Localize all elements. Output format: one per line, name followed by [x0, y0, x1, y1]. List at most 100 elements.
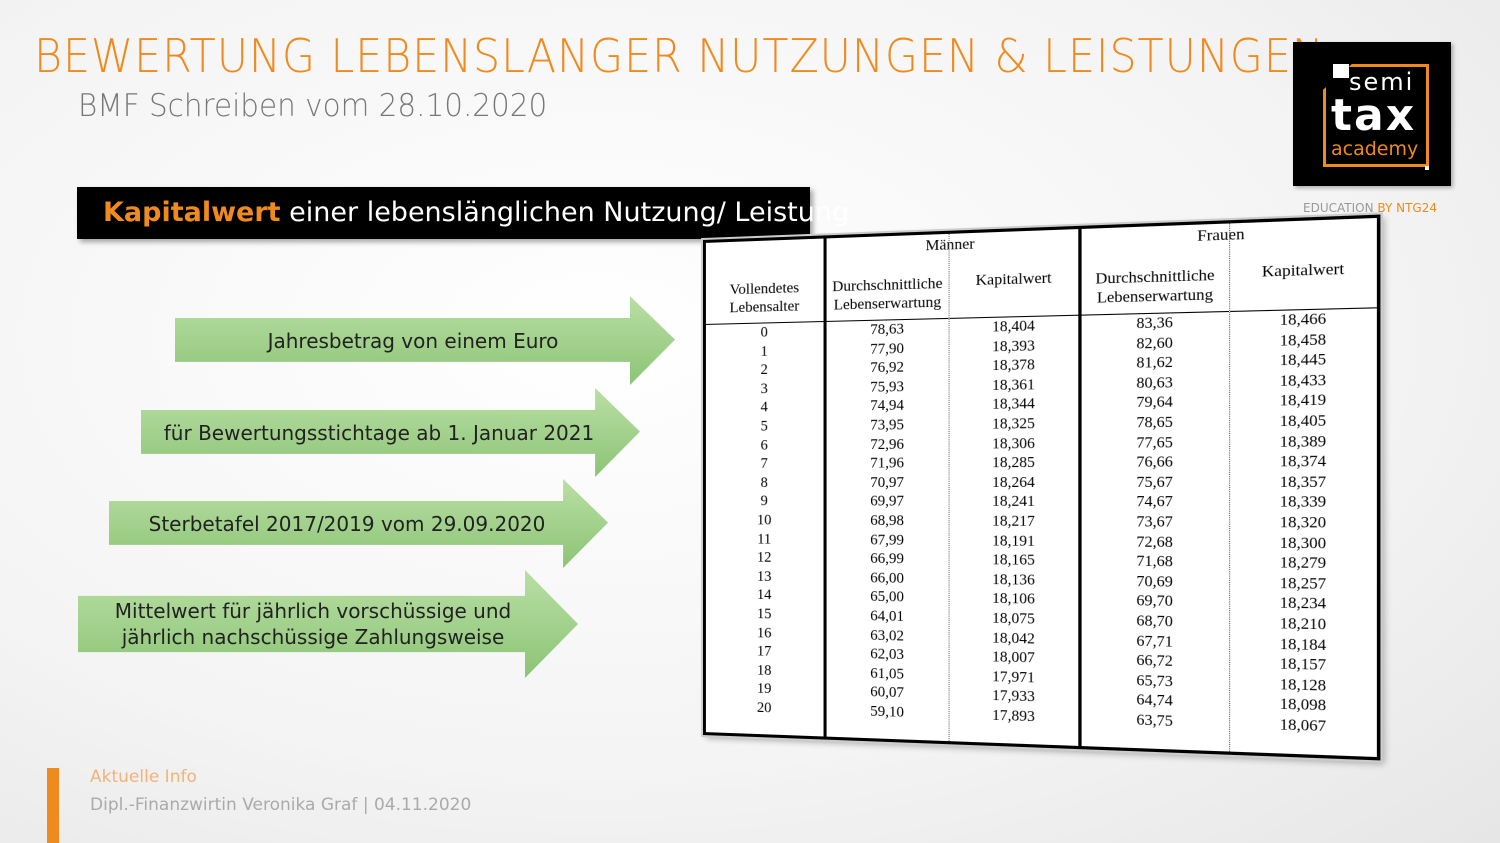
table-cell: 18,339 — [1230, 493, 1377, 514]
table-cell: 64,01 — [827, 606, 949, 627]
table-cell: 18,075 — [950, 608, 1079, 630]
table-cell: 71,68 — [1082, 552, 1229, 573]
col-women-life: Frauen Durchschnittliche Lebenserwartung… — [1078, 223, 1229, 751]
table-cell: 18,285 — [950, 453, 1079, 473]
table-cell: 72,96 — [827, 435, 949, 455]
table-cell: 79,64 — [1082, 392, 1229, 414]
col-age: Vollendetes Lebensalter 0 1 2 3 4 5 6 7 8 9 10 11 12… — [706, 239, 824, 737]
table-cell: 67,99 — [827, 530, 949, 550]
table-cell: 1 — [706, 341, 824, 362]
table-cell: 7 — [706, 455, 824, 474]
table-cell: 20 — [706, 697, 824, 720]
slide-subtitle: BMF Schreiben vom 28.10.2020 — [78, 88, 547, 124]
table-cell: 12 — [706, 548, 824, 568]
arrow-callout: Jahresbetrag von einem Euro — [175, 296, 675, 385]
table-cell: 11 — [706, 530, 824, 550]
table-cell: 4 — [706, 398, 824, 418]
table-cell: 18,279 — [1230, 553, 1377, 575]
table-cell: 18,458 — [1230, 329, 1377, 352]
table-cell: 66,99 — [827, 549, 949, 569]
table-cell: 82,60 — [1082, 332, 1229, 355]
table-cell: 5 — [706, 417, 824, 437]
table-cell: 18,433 — [1230, 370, 1377, 392]
table-cell: 74,67 — [1082, 493, 1229, 513]
table-cell: 2 — [706, 360, 824, 381]
table-cell: 76,92 — [827, 358, 949, 379]
tagline-b: BY NTG24 — [1377, 201, 1437, 215]
banner-text: einer lebenslänglichen Nutzung/ Leistung — [281, 197, 850, 228]
table-cell: 77,65 — [1082, 432, 1229, 453]
banner-bold: Kapitalwert — [103, 197, 281, 228]
arrow-label: Mittelwert für jährlich vorschüssige und… — [78, 570, 548, 678]
table-cell: 9 — [706, 492, 824, 511]
table-cell: 77,90 — [827, 338, 949, 360]
table-cell: 18,067 — [1230, 714, 1377, 739]
table-cell: 78,63 — [827, 319, 949, 341]
table-cell: 8 — [706, 473, 824, 492]
table-cell: 73,67 — [1082, 512, 1229, 533]
section-banner: Kapitalwert einer lebenslänglichen Nutzu… — [77, 187, 810, 239]
arrow-label: Jahresbetrag von einem Euro — [175, 296, 651, 385]
capital-value-table: Vollendetes Lebensalter 0 1 2 3 4 5 6 7 8 9 10 11 12… — [703, 240, 1331, 735]
table-cell: 81,62 — [1082, 352, 1229, 374]
women-life-cells: 83,36 82,60 81,62 80,63 79,64 78,65 77,65 76,66… — [1082, 312, 1229, 734]
table-cell: 14 — [706, 585, 824, 606]
table-cell: 69,70 — [1082, 591, 1229, 613]
footer-accent-bar — [47, 768, 59, 843]
table-cell: 70,97 — [827, 473, 949, 492]
table-cell: 66,00 — [827, 568, 949, 589]
table-cell: 3 — [706, 379, 824, 400]
table-cell: 18,191 — [950, 531, 1079, 551]
col-men-capital: Kapitalwert 18,404 18,393 18,378 18,361 18,3… — [949, 229, 1079, 746]
table-cell: 65,00 — [827, 587, 949, 608]
logo-square — [1333, 64, 1349, 78]
table-cell: 68,98 — [827, 511, 949, 531]
header-men-capital: Kapitalwert — [950, 229, 1079, 319]
table-cell: 13 — [706, 567, 824, 587]
arrow-label: für Bewertungsstichtage ab 1. Januar 202… — [141, 388, 617, 477]
table-cell: 18,374 — [1230, 452, 1377, 473]
table-cell: 18,257 — [1230, 573, 1377, 595]
footer-author: Dipl.-Finanzwirtin Veronika Graf | 04.11… — [90, 794, 471, 816]
table-cell: 69,97 — [827, 492, 949, 511]
table-cell: 18,320 — [1230, 513, 1377, 534]
table-cell: 76,66 — [1082, 453, 1229, 473]
table-cell: 18,378 — [950, 355, 1079, 377]
col-men-life: Männer Durchschnittliche Lebenserwartung… — [824, 234, 949, 741]
table-cell: 59,10 — [827, 701, 949, 724]
arrow-callout: Mittelwert für jährlich vorschüssige und… — [78, 570, 578, 678]
table-cell: 70,69 — [1082, 571, 1229, 593]
table-cell: 18,325 — [950, 414, 1079, 435]
table-cell: 80,63 — [1082, 372, 1229, 394]
age-cells: 0 1 2 3 4 5 6 7 8 9 10 11 12 13 14 15 16 17 18 19 20 — [706, 322, 824, 720]
table-cell: 18,165 — [950, 550, 1079, 571]
table-cell: 18,264 — [950, 473, 1079, 493]
table-cell: 17,893 — [950, 705, 1079, 729]
table-cell: 72,68 — [1082, 532, 1229, 553]
table-cell: 18,217 — [950, 512, 1079, 532]
col-women-capital: Kapitalwert 18,466 18,458 18,445 18,433 18,4… — [1229, 218, 1377, 757]
table-cell: 18,393 — [950, 335, 1079, 357]
table-cell: 18,419 — [1230, 390, 1377, 412]
men-life-cells: 78,63 77,90 76,92 75,93 74,94 73,95 72,96 71,96… — [827, 319, 949, 724]
logo-text: tax — [1331, 96, 1416, 136]
table-cell: 18,234 — [1230, 593, 1377, 616]
table-cell: 74,94 — [827, 396, 949, 417]
arrow-callout: für Bewertungsstichtage ab 1. Januar 202… — [141, 388, 640, 477]
logo-text: academy — [1331, 138, 1418, 160]
table-cell: 18,136 — [950, 570, 1079, 591]
table-cell: 18,405 — [1230, 411, 1377, 433]
table-cell: 18,361 — [950, 375, 1079, 396]
table-cell: 18,300 — [1230, 533, 1377, 554]
table-cell: 63,75 — [1082, 709, 1229, 734]
table-cell: 10 — [706, 511, 824, 530]
header-women-capital: Kapitalwert — [1230, 218, 1377, 312]
header-age: Vollendetes Lebensalter — [706, 239, 824, 325]
table-cell: 18,106 — [950, 589, 1079, 611]
men-capital-cells: 18,404 18,393 18,378 18,361 18,344 18,325 18,3… — [950, 316, 1079, 729]
women-capital-cells: 18,466 18,458 18,445 18,433 18,419 18,405 18,3… — [1230, 308, 1377, 738]
table-cell: 18,389 — [1230, 431, 1377, 452]
table-cell: 0 — [706, 322, 824, 344]
tagline-a: EDUCATION — [1303, 201, 1374, 215]
table-cell: 75,67 — [1082, 473, 1229, 493]
